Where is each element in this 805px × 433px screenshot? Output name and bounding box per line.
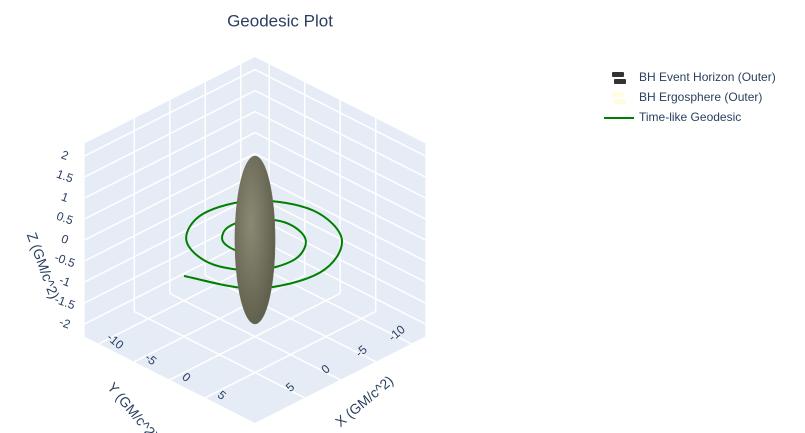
- grid-line: [254, 110, 426, 199]
- chart-title: Geodesic Plot: [227, 11, 333, 30]
- grid-line: [204, 310, 377, 399]
- z-tick-label: 0.5: [55, 209, 76, 228]
- z-tick-label: 1: [59, 190, 70, 206]
- grid-line: [254, 215, 426, 304]
- grid-line: [84, 110, 256, 199]
- z-tick-label: 2: [59, 148, 70, 164]
- y-axis-title: Y (GM/c^2): [104, 379, 161, 433]
- z-tick-label: 1.5: [55, 167, 76, 186]
- legend-label: BH Ergosphere (Outer): [639, 90, 762, 104]
- grid-line: [84, 131, 256, 220]
- z-tick-label: -0.5: [53, 250, 78, 270]
- grid-line: [254, 89, 426, 178]
- grid-line: [84, 152, 256, 241]
- grid-line: [84, 89, 256, 178]
- legend-item[interactable]: BH Ergosphere (Outer): [612, 90, 762, 104]
- scene: -10-505-10-505-2-1.5-1-0.500.511.52X (GM…: [24, 57, 426, 433]
- x-axis-title: X (GM/c^2): [332, 372, 396, 429]
- legend-swatch: [614, 99, 626, 104]
- legend-label: Time-like Geodesic: [639, 110, 741, 124]
- legend-swatch: [614, 79, 626, 84]
- z-tick-label: -1.5: [53, 292, 78, 312]
- legend-swatch: [612, 72, 624, 77]
- grid-line: [254, 131, 426, 220]
- event-horizon: [234, 155, 276, 325]
- grid-line: [84, 68, 256, 157]
- grid-line: [133, 274, 306, 363]
- grid-line: [84, 215, 256, 304]
- z-tick-label: 0: [59, 232, 70, 248]
- grid-line: [254, 152, 426, 241]
- z-axis-title: Z (GM/c^2): [24, 230, 63, 301]
- legend: BH Event Horizon (Outer) BH Ergosphere (O…: [604, 70, 776, 124]
- grid-line: [84, 236, 256, 325]
- grid-line: [84, 173, 256, 262]
- legend-label: BH Event Horizon (Outer): [639, 70, 776, 84]
- z-tick-label: -2: [57, 315, 72, 332]
- z-tick-label: -1: [57, 273, 72, 290]
- legend-item[interactable]: BH Event Horizon (Outer): [612, 70, 776, 84]
- grid-line: [169, 292, 341, 381]
- grid-line: [254, 194, 426, 283]
- grid-line: [254, 236, 426, 325]
- grid-line: [84, 194, 256, 283]
- legend-item[interactable]: Time-like Geodesic: [604, 110, 741, 124]
- legend-swatch: [612, 92, 624, 97]
- grid-line: [254, 173, 426, 262]
- grid-line: [254, 68, 426, 157]
